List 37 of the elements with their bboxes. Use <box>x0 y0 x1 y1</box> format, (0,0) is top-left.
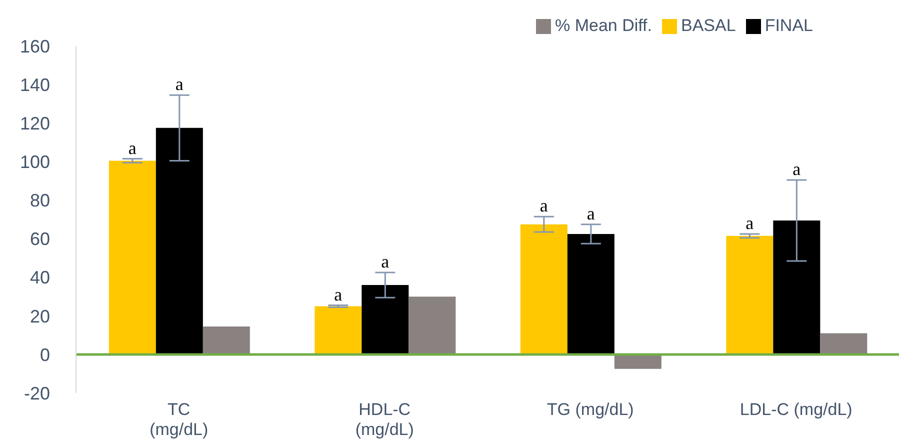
x-tick-label: HDL-C (mg/dL) <box>355 400 414 439</box>
y-tick-label: 140 <box>20 74 50 95</box>
legend-label: FINAL <box>764 16 813 35</box>
x-tick-label: TG (mg/dL) <box>546 400 634 419</box>
y-tick-label: 60 <box>30 229 50 250</box>
data-label: a <box>792 158 801 179</box>
bar <box>520 224 568 354</box>
bar <box>820 333 868 354</box>
y-tick-label: 20 <box>30 306 50 326</box>
data-label: a <box>540 196 548 216</box>
data-label: a <box>334 284 342 304</box>
bar <box>202 326 250 354</box>
data-label: a <box>381 252 390 272</box>
y-tick-label: 80 <box>30 190 50 211</box>
data-label: a <box>746 212 754 233</box>
y-tick-label: -20 <box>24 383 50 404</box>
bar <box>108 160 156 354</box>
bar <box>614 354 662 369</box>
y-tick-label: 40 <box>30 268 50 288</box>
y-tick-label: 0 <box>40 344 50 365</box>
x-tick-label: LDL-C (mg/dL) <box>740 400 852 419</box>
y-tick-label: 100 <box>20 152 50 172</box>
data-label: a <box>586 203 595 224</box>
legend-label: BASAL <box>681 16 736 35</box>
bar <box>773 220 820 354</box>
bar <box>726 236 774 354</box>
legend-label: % Mean Diff. <box>554 16 652 35</box>
bar <box>362 285 409 354</box>
data-label: a <box>175 74 184 94</box>
bar <box>156 128 203 354</box>
bar <box>567 234 614 354</box>
y-tick-label: 160 <box>20 36 50 56</box>
bar <box>408 296 456 354</box>
bar <box>314 306 362 354</box>
y-tick-label: 120 <box>20 114 50 134</box>
x-tick-label: TC (mg/dL) <box>150 400 208 439</box>
data-label: a <box>128 138 136 158</box>
